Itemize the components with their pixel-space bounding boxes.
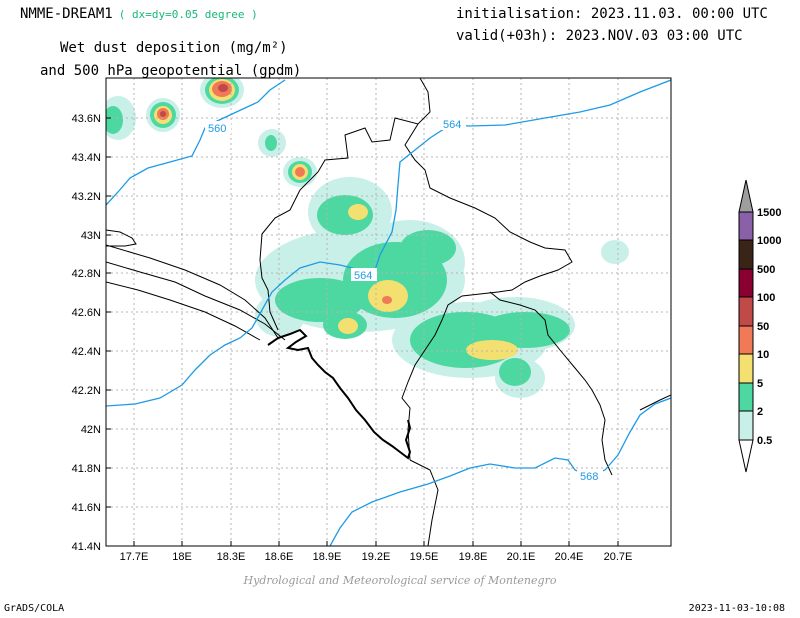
field-title-line2: and 500 hPa geopotential (gpdm) bbox=[40, 63, 302, 79]
lat-tick-label: 43.2N bbox=[72, 191, 101, 203]
lat-tick-label: 42.4N bbox=[72, 346, 101, 358]
lon-tick-label: 18E bbox=[172, 551, 192, 563]
colorbar-swatch-5 bbox=[738, 353, 754, 384]
lat-tick-label: 43N bbox=[81, 230, 101, 242]
colorbar-label-100: 100 bbox=[757, 292, 775, 304]
lat-tick-label: 41.8N bbox=[72, 463, 101, 475]
colorbar-label-1500: 1500 bbox=[757, 207, 781, 219]
colorbar-swatch-10 bbox=[738, 325, 754, 355]
colorbar-top-arrow bbox=[738, 179, 754, 213]
colorbar-swatch-50 bbox=[738, 296, 754, 327]
lon-tick-label: 20.4E bbox=[555, 551, 584, 563]
model-name: NMME-DREAM1 bbox=[20, 6, 113, 22]
contour-label-560: 560 bbox=[208, 123, 226, 135]
colorbar-swatch-2 bbox=[738, 382, 754, 412]
lon-tick-label: 18.9E bbox=[313, 551, 342, 563]
latitude-labels: 43.6N 43.4N 43.2N 43N 42.8N 42.6N 42.4N … bbox=[72, 113, 101, 553]
colorbar-label-500: 500 bbox=[757, 264, 775, 276]
colorbar-swatch-1000 bbox=[738, 211, 754, 241]
lon-tick-label: 20.7E bbox=[604, 551, 633, 563]
dust-shading bbox=[106, 78, 629, 398]
contour-label-564-north: 564 bbox=[443, 119, 461, 131]
colorbar-label-0.5: 0.5 bbox=[757, 435, 772, 447]
lon-tick-label: 19.2E bbox=[362, 551, 391, 563]
lat-tick-label: 43.4N bbox=[72, 152, 101, 164]
lon-tick-label: 19.8E bbox=[459, 551, 488, 563]
valid-time: valid(+03h): 2023.NOV.03 03:00 UTC bbox=[456, 28, 743, 44]
initialisation-time: initialisation: 2023.11.03. 00:00 UTC bbox=[456, 6, 768, 22]
longitude-labels: 17.7E 18E 18.3E 18.6E 18.9E 19.2E 19.5E … bbox=[120, 551, 633, 563]
lat-tick-label: 42.2N bbox=[72, 385, 101, 397]
render-timestamp: 2023-11-03-10:08 bbox=[688, 603, 785, 614]
contour-label-group: 560 564 564 568 bbox=[205, 117, 603, 483]
colorbar-swatch-500 bbox=[738, 239, 754, 270]
contour-label-568: 568 bbox=[580, 471, 598, 483]
lon-tick-label: 20.1E bbox=[507, 551, 536, 563]
colorbar-bottom-arrow bbox=[738, 439, 754, 473]
lat-tick-label: 41.6N bbox=[72, 502, 101, 514]
colorbar-swatch-100 bbox=[738, 268, 754, 298]
country-borders bbox=[106, 78, 671, 546]
contour-label-564-center: 564 bbox=[354, 270, 372, 282]
colorbar-label-10: 10 bbox=[757, 349, 769, 361]
lon-tick-label: 19.5E bbox=[410, 551, 439, 563]
axis-ticks bbox=[106, 117, 619, 546]
colorbar-label-2: 2 bbox=[757, 406, 763, 418]
lat-tick-label: 42.6N bbox=[72, 307, 101, 319]
lat-tick-label: 42N bbox=[81, 424, 101, 436]
lon-tick-label: 18.3E bbox=[217, 551, 246, 563]
colorbar-swatch-0.5 bbox=[738, 410, 754, 441]
software-credit: GrADS/COLA bbox=[4, 603, 65, 614]
field-title-line1: Wet dust deposition (mg/m²) bbox=[60, 40, 288, 56]
colorbar-label-50: 50 bbox=[757, 321, 769, 333]
lat-tick-label: 42.8N bbox=[72, 268, 101, 280]
montenegro-coastline bbox=[267, 328, 412, 460]
lat-tick-label: 43.6N bbox=[72, 113, 101, 125]
model-title: NMME-DREAM1 ( dx=dy=0.05 degree ) bbox=[20, 6, 258, 22]
lon-tick-label: 17.7E bbox=[120, 551, 149, 563]
credit-text: Hydrological and Meteorological service … bbox=[243, 574, 557, 587]
colorbar-label-1000: 1000 bbox=[757, 235, 781, 247]
colorbar-label-5: 5 bbox=[757, 378, 763, 390]
lat-tick-label: 41.4N bbox=[72, 541, 101, 553]
model-resolution: ( dx=dy=0.05 degree ) bbox=[118, 8, 258, 21]
colorbar bbox=[738, 179, 754, 473]
lon-tick-label: 18.6E bbox=[265, 551, 294, 563]
colorbar-labels: 1500 1000 500 100 50 10 5 2 0.5 bbox=[757, 207, 781, 447]
